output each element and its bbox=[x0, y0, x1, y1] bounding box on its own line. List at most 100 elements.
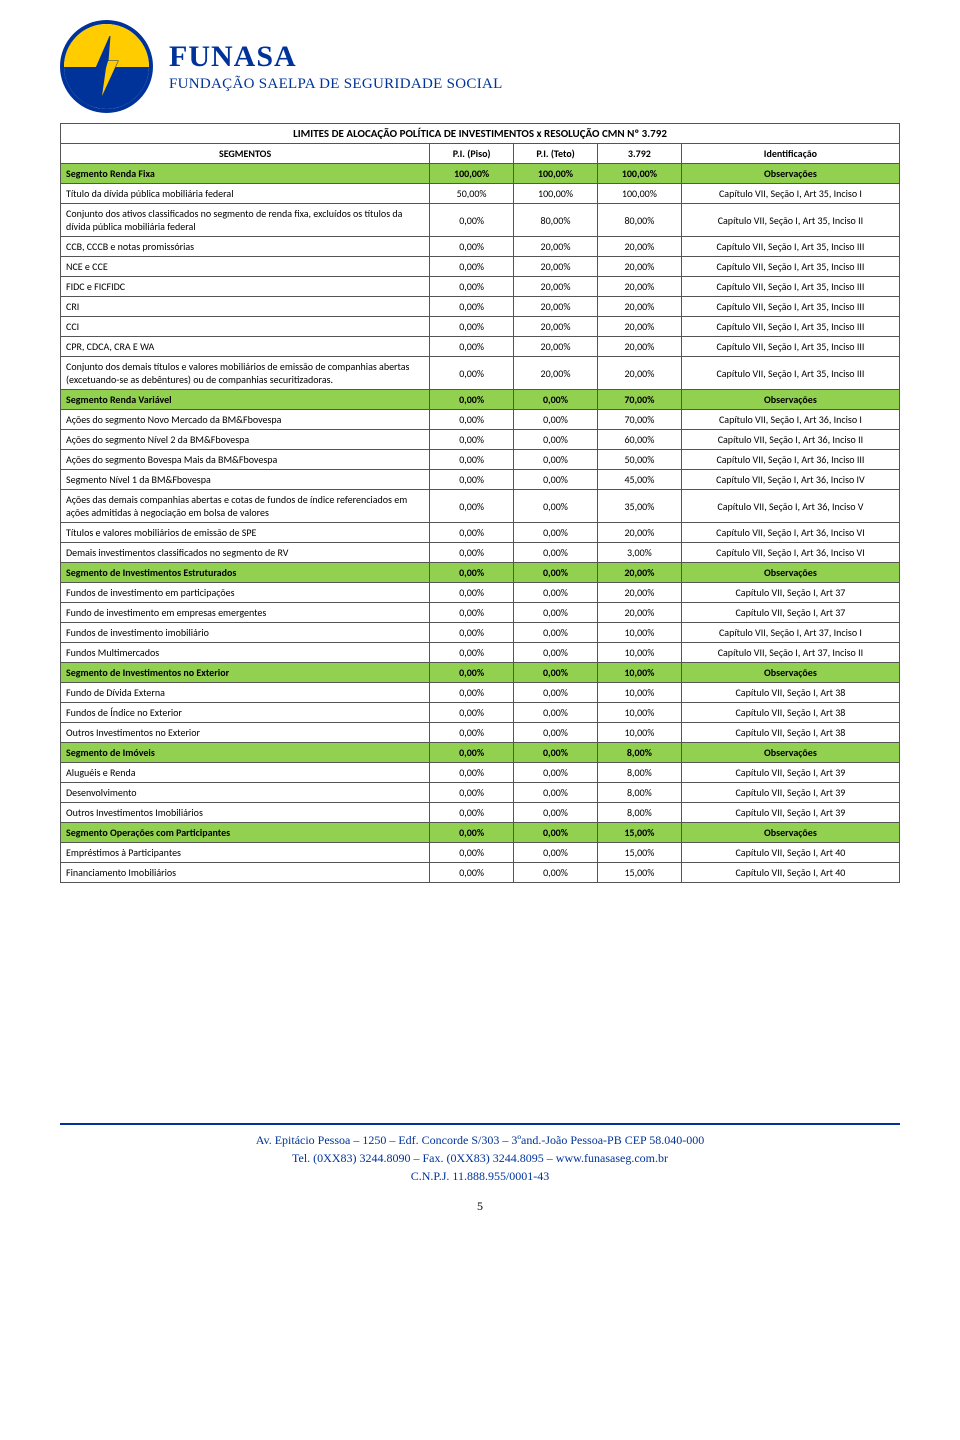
row-label: Títulos e valores mobiliários de emissão… bbox=[61, 523, 430, 543]
row-lim: 100,00% bbox=[597, 184, 681, 204]
row-lim: 10,00% bbox=[597, 723, 681, 743]
table-row: Segmento Nível 1 da BM&Fbovespa0,00%0,00… bbox=[61, 470, 900, 490]
row-piso: 0,00% bbox=[430, 783, 514, 803]
table-row: Fundo de Dívida Externa0,00%0,00%10,00%C… bbox=[61, 683, 900, 703]
segment-obs: Observações bbox=[681, 663, 899, 683]
segment-lim: 10,00% bbox=[597, 663, 681, 683]
col-3792: 3.792 bbox=[597, 144, 681, 164]
document-header: FUNASA FUNDAÇÃO SAELPA DE SEGURIDADE SOC… bbox=[60, 20, 900, 113]
table-row: Outros Investimentos no Exterior0,00%0,0… bbox=[61, 723, 900, 743]
row-label: Conjunto dos demais títulos e valores mo… bbox=[61, 357, 430, 390]
table-row: Empréstimos à Participantes0,00%0,00%15,… bbox=[61, 843, 900, 863]
segment-header-row: Segmento de Investimentos Estruturados0,… bbox=[61, 563, 900, 583]
table-row: Conjunto dos ativos classificados no seg… bbox=[61, 204, 900, 237]
row-obs: Capítulo VII, Seção I, Art 36, Inciso IV bbox=[681, 470, 899, 490]
row-piso: 0,00% bbox=[430, 470, 514, 490]
row-lim: 20,00% bbox=[597, 237, 681, 257]
row-label: CPR, CDCA, CRA E WA bbox=[61, 337, 430, 357]
row-piso: 0,00% bbox=[430, 623, 514, 643]
table-row: Título da dívida pública mobiliária fede… bbox=[61, 184, 900, 204]
table-row: CRI0,00%20,00%20,00%Capítulo VII, Seção … bbox=[61, 297, 900, 317]
row-label: Segmento Nível 1 da BM&Fbovespa bbox=[61, 470, 430, 490]
row-label: Fundos de Índice no Exterior bbox=[61, 703, 430, 723]
row-piso: 0,00% bbox=[430, 257, 514, 277]
table-row: Fundo de investimento em empresas emerge… bbox=[61, 603, 900, 623]
row-obs: Capítulo VII, Seção I, Art 36, Inciso I bbox=[681, 410, 899, 430]
segment-header-row: Segmento Operações com Participantes0,00… bbox=[61, 823, 900, 843]
row-teto: 0,00% bbox=[514, 783, 598, 803]
row-obs: Capítulo VII, Seção I, Art 38 bbox=[681, 683, 899, 703]
table-row: Fundos de investimento imobiliário0,00%0… bbox=[61, 623, 900, 643]
segment-label: Segmento Renda Variável bbox=[61, 390, 430, 410]
row-piso: 0,00% bbox=[430, 237, 514, 257]
row-teto: 0,00% bbox=[514, 803, 598, 823]
row-obs: Capítulo VII, Seção I, Art 36, Inciso II… bbox=[681, 450, 899, 470]
row-teto: 100,00% bbox=[514, 184, 598, 204]
row-obs: Capítulo VII, Seção I, Art 35, Inciso II… bbox=[681, 297, 899, 317]
row-lim: 20,00% bbox=[597, 257, 681, 277]
segment-header-row: Segmento Renda Variável0,00%0,00%70,00%O… bbox=[61, 390, 900, 410]
row-piso: 0,00% bbox=[430, 803, 514, 823]
row-obs: Capítulo VII, Seção I, Art 39 bbox=[681, 783, 899, 803]
row-teto: 20,00% bbox=[514, 277, 598, 297]
row-teto: 0,00% bbox=[514, 643, 598, 663]
segment-teto: 100,00% bbox=[514, 164, 598, 184]
row-teto: 0,00% bbox=[514, 450, 598, 470]
table-row: Fundos Multimercados0,00%0,00%10,00%Capí… bbox=[61, 643, 900, 663]
row-lim: 8,00% bbox=[597, 763, 681, 783]
segment-obs: Observações bbox=[681, 743, 899, 763]
row-obs: Capítulo VII, Seção I, Art 35, Inciso I bbox=[681, 184, 899, 204]
table-row: Demais investimentos classificados no se… bbox=[61, 543, 900, 563]
table-row: Ações do segmento Novo Mercado da BM&Fbo… bbox=[61, 410, 900, 430]
row-label: CCB, CCCB e notas promissórias bbox=[61, 237, 430, 257]
row-lim: 35,00% bbox=[597, 490, 681, 523]
table-header-row: SEGMENTOS P.I. (Piso) P.I. (Teto) 3.792 … bbox=[61, 144, 900, 164]
row-lim: 70,00% bbox=[597, 410, 681, 430]
row-teto: 0,00% bbox=[514, 583, 598, 603]
row-lim: 10,00% bbox=[597, 683, 681, 703]
row-teto: 0,00% bbox=[514, 683, 598, 703]
row-teto: 20,00% bbox=[514, 317, 598, 337]
row-teto: 20,00% bbox=[514, 237, 598, 257]
row-piso: 0,00% bbox=[430, 583, 514, 603]
row-label: Outros Investimentos no Exterior bbox=[61, 723, 430, 743]
row-teto: 20,00% bbox=[514, 297, 598, 317]
table-row: Títulos e valores mobiliários de emissão… bbox=[61, 523, 900, 543]
row-teto: 0,00% bbox=[514, 863, 598, 883]
footer-cnpj: C.N.P.J. 11.888.955/0001-43 bbox=[60, 1167, 900, 1185]
segment-header-row: Segmento Renda Fixa100,00%100,00%100,00%… bbox=[61, 164, 900, 184]
table-row: Outros Investimentos Imobiliários0,00%0,… bbox=[61, 803, 900, 823]
row-teto: 0,00% bbox=[514, 723, 598, 743]
table-row: Ações das demais companhias abertas e co… bbox=[61, 490, 900, 523]
table-row: Desenvolvimento0,00%0,00%8,00%Capítulo V… bbox=[61, 783, 900, 803]
funasa-logo bbox=[60, 20, 153, 113]
row-obs: Capítulo VII, Seção I, Art 37 bbox=[681, 603, 899, 623]
segment-lim: 70,00% bbox=[597, 390, 681, 410]
table-row: Conjunto dos demais títulos e valores mo… bbox=[61, 357, 900, 390]
segment-label: Segmento Renda Fixa bbox=[61, 164, 430, 184]
row-teto: 0,00% bbox=[514, 843, 598, 863]
row-obs: Capítulo VII, Seção I, Art 35, Inciso II… bbox=[681, 257, 899, 277]
row-lim: 20,00% bbox=[597, 583, 681, 603]
row-teto: 0,00% bbox=[514, 470, 598, 490]
row-label: CCI bbox=[61, 317, 430, 337]
row-label: Aluguéis e Renda bbox=[61, 763, 430, 783]
table-row: CCB, CCCB e notas promissórias0,00%20,00… bbox=[61, 237, 900, 257]
row-piso: 0,00% bbox=[430, 297, 514, 317]
segment-header-row: Segmento de Investimentos no Exterior0,0… bbox=[61, 663, 900, 683]
table-row: CCI0,00%20,00%20,00%Capítulo VII, Seção … bbox=[61, 317, 900, 337]
row-label: Conjunto dos ativos classificados no seg… bbox=[61, 204, 430, 237]
footer-address: Av. Epitácio Pessoa – 1250 – Edf. Concor… bbox=[60, 1131, 900, 1149]
col-ident: Identificação bbox=[681, 144, 899, 164]
row-lim: 10,00% bbox=[597, 703, 681, 723]
row-label: Outros Investimentos Imobiliários bbox=[61, 803, 430, 823]
row-label: Fundos de investimento em participações bbox=[61, 583, 430, 603]
row-teto: 0,00% bbox=[514, 523, 598, 543]
row-lim: 15,00% bbox=[597, 843, 681, 863]
segment-teto: 0,00% bbox=[514, 663, 598, 683]
bolt-icon bbox=[92, 36, 122, 96]
table-row: CPR, CDCA, CRA E WA0,00%20,00%20,00%Capí… bbox=[61, 337, 900, 357]
segment-obs: Observações bbox=[681, 823, 899, 843]
row-obs: Capítulo VII, Seção I, Art 39 bbox=[681, 763, 899, 783]
segment-teto: 0,00% bbox=[514, 563, 598, 583]
